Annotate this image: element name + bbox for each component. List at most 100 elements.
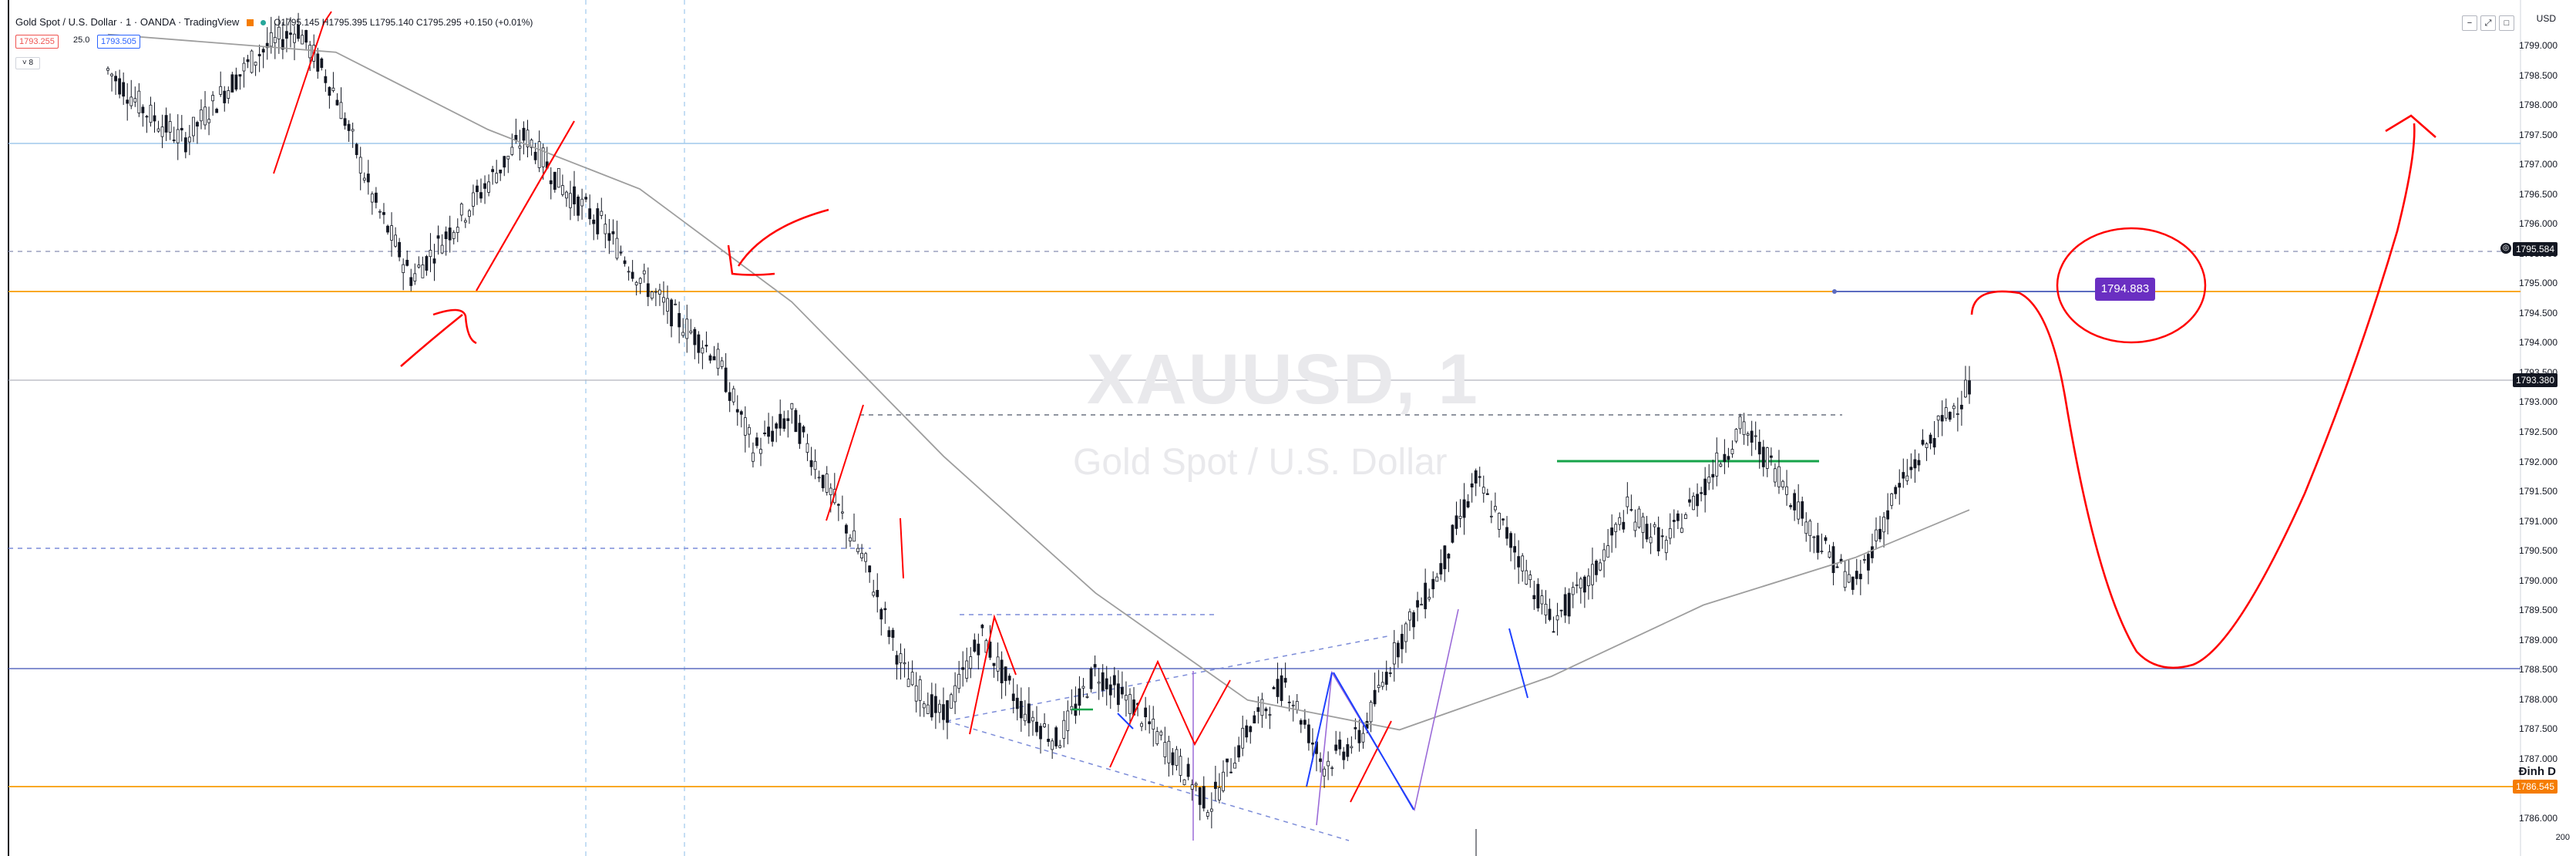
candle-body <box>1327 760 1330 767</box>
candle-body <box>1614 524 1618 532</box>
indicator-toggle[interactable]: ˅ 8 <box>15 57 40 69</box>
sell-button[interactable]: 1793.255 <box>15 35 59 49</box>
candle-body <box>1155 731 1159 744</box>
price-axis-tag[interactable]: 1786.545 <box>2512 779 2558 794</box>
candle-body <box>335 99 339 106</box>
candle-body <box>1264 708 1268 712</box>
candle-body <box>106 68 109 71</box>
candle-body <box>1571 587 1575 595</box>
price-axis-tick: 1796.500 <box>2518 188 2558 200</box>
candle-body <box>1851 576 1855 590</box>
candle-body <box>285 31 288 39</box>
data-status-icon <box>261 20 267 26</box>
price-axis-tag[interactable]: 1793.380 <box>2512 373 2558 388</box>
candle-body <box>265 42 269 49</box>
candle-body <box>141 106 145 113</box>
candle-body <box>518 145 522 149</box>
candle-body <box>1917 460 1921 466</box>
candle-body <box>398 241 402 258</box>
candle-body <box>448 227 452 241</box>
candle-body <box>467 210 471 217</box>
candle-body <box>604 224 607 234</box>
candle-body <box>1684 514 1687 519</box>
candle-body <box>1226 758 1229 763</box>
candle-body <box>1058 745 1062 748</box>
candle-body <box>487 181 490 193</box>
candle-body <box>1746 433 1750 436</box>
candle-body <box>969 656 973 669</box>
watermark-symbol: XAUUSD, 1 <box>1087 340 1479 419</box>
candle-body <box>1357 730 1361 743</box>
candle-body <box>491 169 495 173</box>
candle-body <box>1517 556 1521 568</box>
hand-drawn-projection-curve <box>1970 123 2416 669</box>
currency-label[interactable]: USD <box>2536 13 2556 24</box>
candle-body <box>1964 379 1967 398</box>
candle-body <box>1054 727 1058 746</box>
candle-body <box>358 157 362 174</box>
candle-body <box>580 198 583 207</box>
candle-body <box>1952 406 1956 409</box>
candle-body <box>1377 685 1380 689</box>
candle-body <box>289 32 292 35</box>
candle-body <box>1774 468 1777 483</box>
candle-body <box>1921 440 1925 445</box>
candle-body <box>514 135 518 140</box>
candle-body <box>1835 566 1839 568</box>
blue-pattern-line-4 <box>1117 713 1134 730</box>
candle-body <box>1283 678 1287 683</box>
buy-button[interactable]: 1793.505 <box>97 35 140 49</box>
candle-body <box>1404 623 1407 642</box>
candle-body <box>906 679 910 687</box>
candle-body <box>183 137 187 153</box>
candle-body <box>903 662 906 665</box>
candle-body <box>1481 487 1485 494</box>
moving-average-line <box>107 33 1970 731</box>
candle-body <box>1797 501 1801 520</box>
maximize-button[interactable]: ⤢ <box>2480 15 2496 31</box>
candle-body <box>634 281 638 285</box>
candle-body <box>1194 783 1198 786</box>
hand-drawn-arrow-1 <box>400 308 477 367</box>
purple-ray-anchor[interactable] <box>1832 289 1837 294</box>
candlestick-series <box>106 12 1971 829</box>
candle-body <box>743 417 747 436</box>
candle-body <box>611 231 615 234</box>
hand-drawn-arrow-head <box>2385 114 2436 138</box>
candle-body <box>1384 672 1388 685</box>
crosshair-icon[interactable]: ◎ <box>2500 243 2511 254</box>
candle-body <box>1401 633 1404 649</box>
candle-body <box>405 259 409 266</box>
price-axis-tag[interactable]: 1795.584 <box>2512 242 2558 257</box>
minimize-button[interactable]: − <box>2462 15 2477 31</box>
restore-button[interactable]: □ <box>2499 15 2514 31</box>
candle-body <box>856 548 859 552</box>
candle-body <box>825 473 829 493</box>
candle-body <box>483 183 486 189</box>
chart-legend[interactable]: Gold Spot / U.S. Dollar · 1 · OANDA · Tr… <box>15 16 533 28</box>
candle-body <box>549 180 553 184</box>
symbol-title[interactable]: Gold Spot / U.S. Dollar · 1 · OANDA · Tr… <box>15 16 240 28</box>
candle-body <box>577 196 580 216</box>
candle-body <box>1167 740 1171 763</box>
candle-body <box>1253 715 1256 724</box>
candle-body <box>619 251 623 254</box>
candle-body <box>1237 745 1241 758</box>
candle-body <box>1559 609 1563 612</box>
candle-body <box>1738 416 1742 430</box>
candle-body <box>1171 752 1175 766</box>
candle-body <box>133 98 137 103</box>
candle-body <box>281 39 284 50</box>
candle-body <box>798 423 802 444</box>
candle-body <box>1707 477 1711 484</box>
candle-body <box>759 449 762 454</box>
candle-body <box>1229 771 1233 773</box>
candle-body <box>339 102 343 120</box>
purple-price-label[interactable]: 1794.883 <box>2095 278 2155 301</box>
price-axis-tick: 1786.000 <box>2518 813 2558 824</box>
candle-body <box>277 26 281 40</box>
candle-body <box>1027 703 1031 723</box>
candle-body <box>678 312 681 328</box>
